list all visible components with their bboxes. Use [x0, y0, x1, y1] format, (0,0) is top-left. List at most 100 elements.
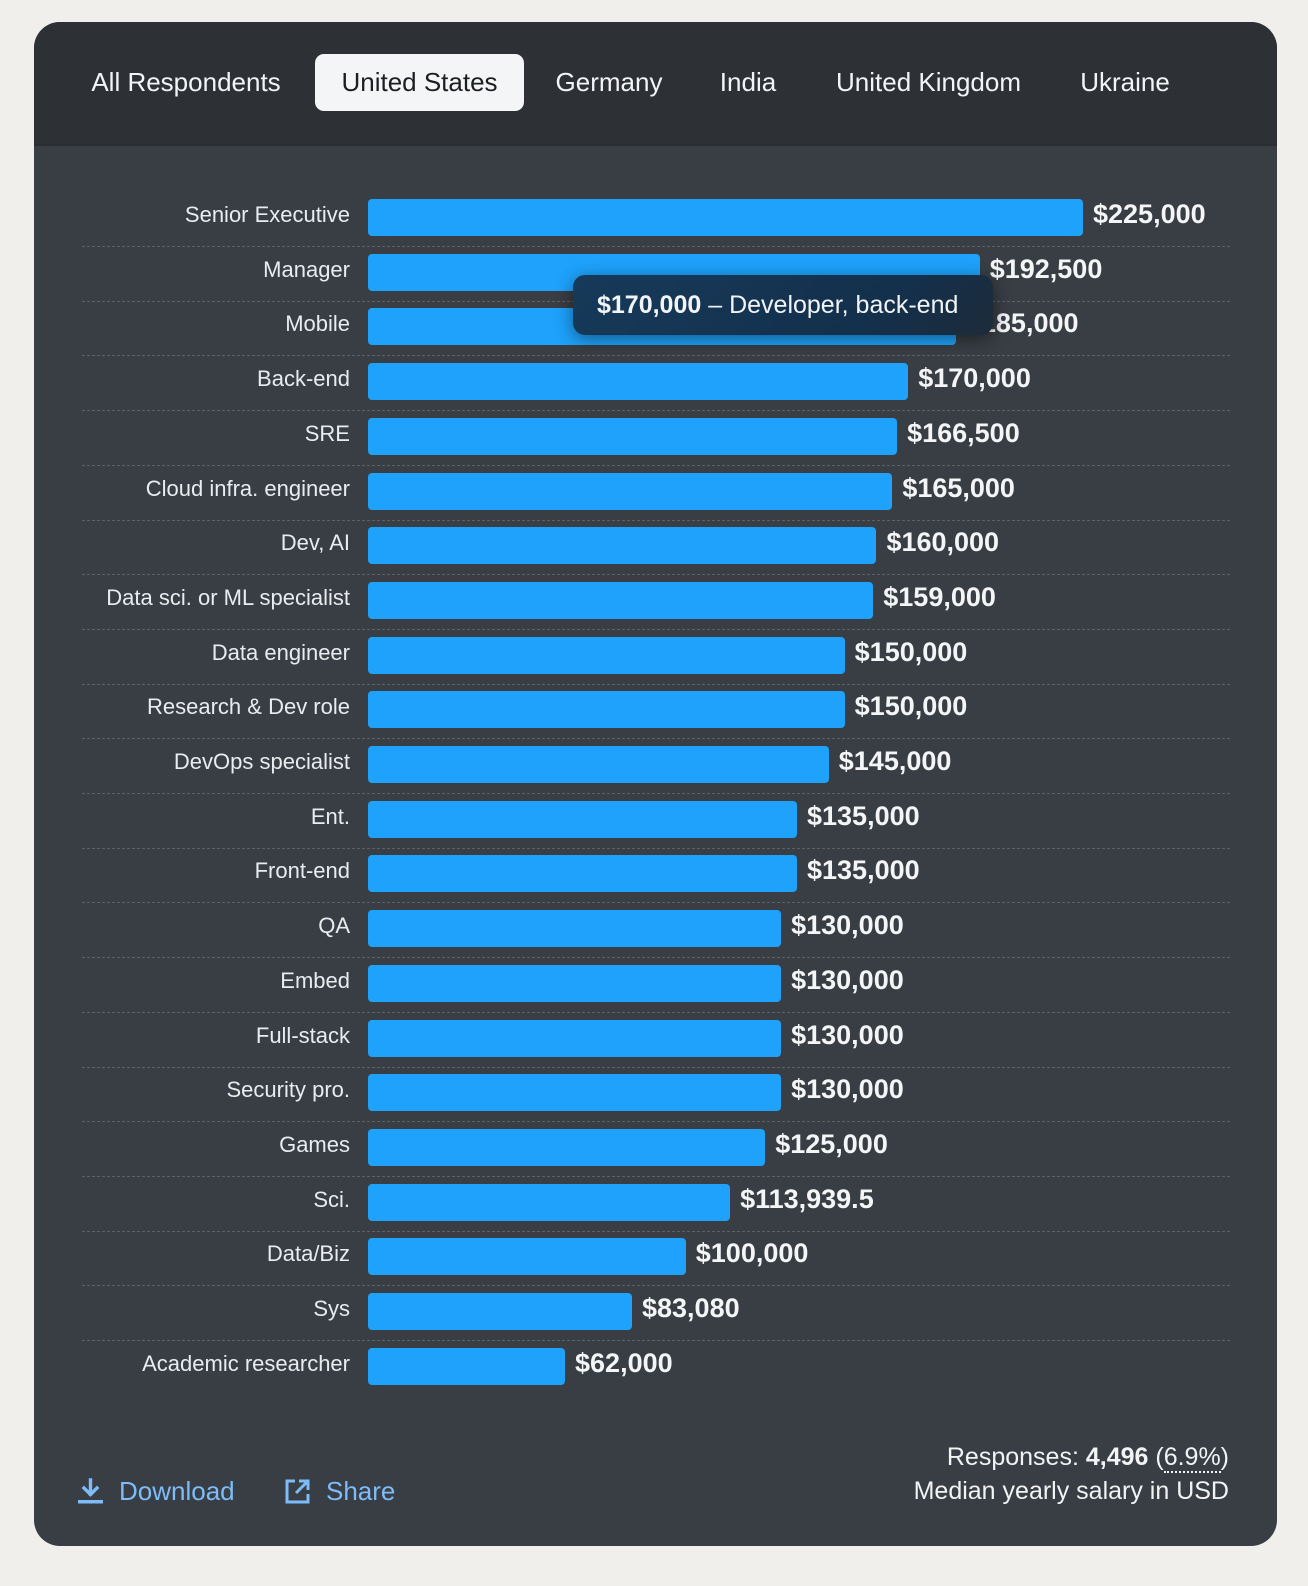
- bar-row[interactable]: DevOps specialist $145,000: [34, 734, 1277, 789]
- bar-value-label: $135,000: [807, 800, 920, 831]
- bar[interactable]: [368, 746, 829, 783]
- bar[interactable]: [368, 417, 898, 455]
- row-divider: [82, 957, 1230, 959]
- bar-row[interactable]: Research & Dev role $150,000: [34, 679, 1277, 734]
- responses-percent: 6.9%: [1163, 1443, 1221, 1473]
- bar-value-label: $135,000: [807, 855, 920, 886]
- bar-category-label: Front-end: [254, 858, 350, 884]
- bar-category-label: Sys: [313, 1296, 350, 1321]
- bar-row[interactable]: Back-end $170,000: [34, 351, 1277, 406]
- bar-row[interactable]: Academic researcher $62,000: [34, 1336, 1277, 1391]
- bar-row[interactable]: Dev, AI $160,000: [34, 515, 1277, 570]
- bar-value-label: $130,000: [791, 1019, 904, 1050]
- bar[interactable]: [368, 1183, 731, 1221]
- bar-value-label: $130,000: [791, 910, 904, 941]
- bar-row[interactable]: Sci. $113,939.5: [34, 1172, 1277, 1227]
- tab-india[interactable]: India: [719, 67, 777, 97]
- row-divider: [82, 410, 1230, 412]
- row-divider: [82, 1175, 1230, 1177]
- bar[interactable]: [368, 1074, 782, 1112]
- bar-row[interactable]: Embed $130,000: [34, 953, 1277, 1008]
- bar-row[interactable]: Senior Executive $225,000: [34, 187, 1277, 242]
- bar[interactable]: [368, 1128, 766, 1166]
- bar-value-label: $159,000: [883, 581, 996, 612]
- bar[interactable]: [368, 199, 1083, 236]
- bar-category-label: Security pro.: [226, 1077, 351, 1103]
- tab-germany[interactable]: Germany: [555, 67, 663, 97]
- bar[interactable]: [368, 800, 797, 838]
- bar-category-label: Cloud infra. engineer: [145, 475, 350, 501]
- download-button[interactable]: Download: [77, 1472, 247, 1510]
- bar-row[interactable]: Front-end $135,000: [34, 843, 1277, 898]
- tooltip-separator: –: [701, 291, 730, 319]
- bar[interactable]: [368, 691, 845, 729]
- download-icon: [78, 1478, 103, 1504]
- bar-value-label: $150,000: [854, 691, 968, 722]
- row-divider: [82, 246, 1230, 247]
- bar[interactable]: [368, 855, 797, 893]
- bar[interactable]: [368, 527, 877, 565]
- tab-united-states[interactable]: United States: [315, 54, 524, 111]
- bar-value-label: $165,000: [902, 472, 1015, 503]
- row-divider: [82, 1066, 1230, 1068]
- bar-category-label: Data/Biz: [266, 1241, 350, 1267]
- row-divider: [82, 793, 1230, 794]
- tab-all-respondents[interactable]: All Respondents: [91, 67, 281, 97]
- responses-open: (: [1148, 1443, 1164, 1471]
- bar-row[interactable]: Data sci. or ML specialist $159,000: [34, 570, 1277, 625]
- bar-value-label: $125,000: [775, 1128, 888, 1159]
- responses-count: 4,496: [1085, 1443, 1149, 1471]
- bar-row[interactable]: Cloud infra. engineer $165,000: [34, 461, 1277, 516]
- bar-category-label: Back-end: [257, 366, 350, 392]
- share-icon: [285, 1479, 310, 1504]
- bar[interactable]: [368, 964, 782, 1002]
- responses-close: ): [1220, 1443, 1229, 1471]
- bar-row[interactable]: Security pro. $130,000: [34, 1062, 1277, 1117]
- salary-chart-card: All Respondents United States Germany In…: [34, 22, 1277, 1546]
- bar-row[interactable]: Data/Biz $100,000: [34, 1226, 1277, 1281]
- bar-category-label: Games: [279, 1131, 350, 1157]
- country-tab-bar: All Respondents United States Germany In…: [34, 22, 1277, 146]
- bar-row[interactable]: QA $130,000: [34, 898, 1277, 953]
- bar-category-label: Sci.: [313, 1186, 350, 1212]
- share-button[interactable]: Share: [284, 1472, 414, 1510]
- bar-value-label: $113,939.5: [740, 1183, 874, 1214]
- tab-ukraine[interactable]: Ukraine: [1080, 67, 1170, 97]
- bar[interactable]: [368, 1293, 632, 1330]
- bar[interactable]: [368, 363, 909, 401]
- bar-category-label: Full-stack: [255, 1022, 350, 1048]
- bar-row[interactable]: Sys $83,080: [34, 1281, 1277, 1336]
- bar-category-label: Embed: [280, 967, 350, 993]
- salary-bar-chart: Senior Executive $225,000 Manager $192,500 M…: [34, 187, 1277, 1427]
- bar-category-label: DevOps specialist: [173, 749, 350, 774]
- row-divider: [82, 519, 1230, 521]
- bar[interactable]: [368, 910, 782, 948]
- bar[interactable]: [368, 1347, 566, 1385]
- row-divider: [82, 1011, 1230, 1013]
- download-label: Download: [119, 1476, 235, 1506]
- bar-value-label: $225,000: [1093, 199, 1206, 229]
- bar[interactable]: [368, 581, 874, 619]
- row-divider: [82, 574, 1230, 576]
- bar-row[interactable]: Games $125,000: [34, 1117, 1277, 1172]
- tab-united-kingdom[interactable]: United Kingdom: [836, 67, 1021, 97]
- tooltip-label: Developer, back-end: [729, 291, 959, 319]
- bar-row[interactable]: Ent. $135,000: [34, 789, 1277, 844]
- bar[interactable]: [368, 1019, 782, 1057]
- bar-value-label: $83,080: [642, 1293, 740, 1323]
- bar-value-label: $100,000: [695, 1238, 809, 1269]
- bar-tooltip: $170,000 – Developer, back-end: [573, 275, 993, 335]
- bar-category-label: Ent.: [310, 803, 350, 829]
- chart-meta: Responses: 4,496 (6.9%) Median yearly sa…: [914, 1440, 1229, 1508]
- bar-category-label: SRE: [304, 420, 350, 446]
- row-divider: [82, 902, 1230, 904]
- row-divider: [82, 1121, 1230, 1123]
- bar[interactable]: [368, 472, 893, 510]
- bar-category-label: Dev, AI: [280, 530, 350, 556]
- bar[interactable]: [368, 1238, 686, 1276]
- bar[interactable]: [368, 636, 845, 674]
- bar-row[interactable]: Full-stack $130,000: [34, 1008, 1277, 1063]
- bar-row[interactable]: SRE $166,500: [34, 406, 1277, 461]
- bar-row[interactable]: Data engineer $150,000: [34, 625, 1277, 680]
- row-divider: [82, 1285, 1230, 1287]
